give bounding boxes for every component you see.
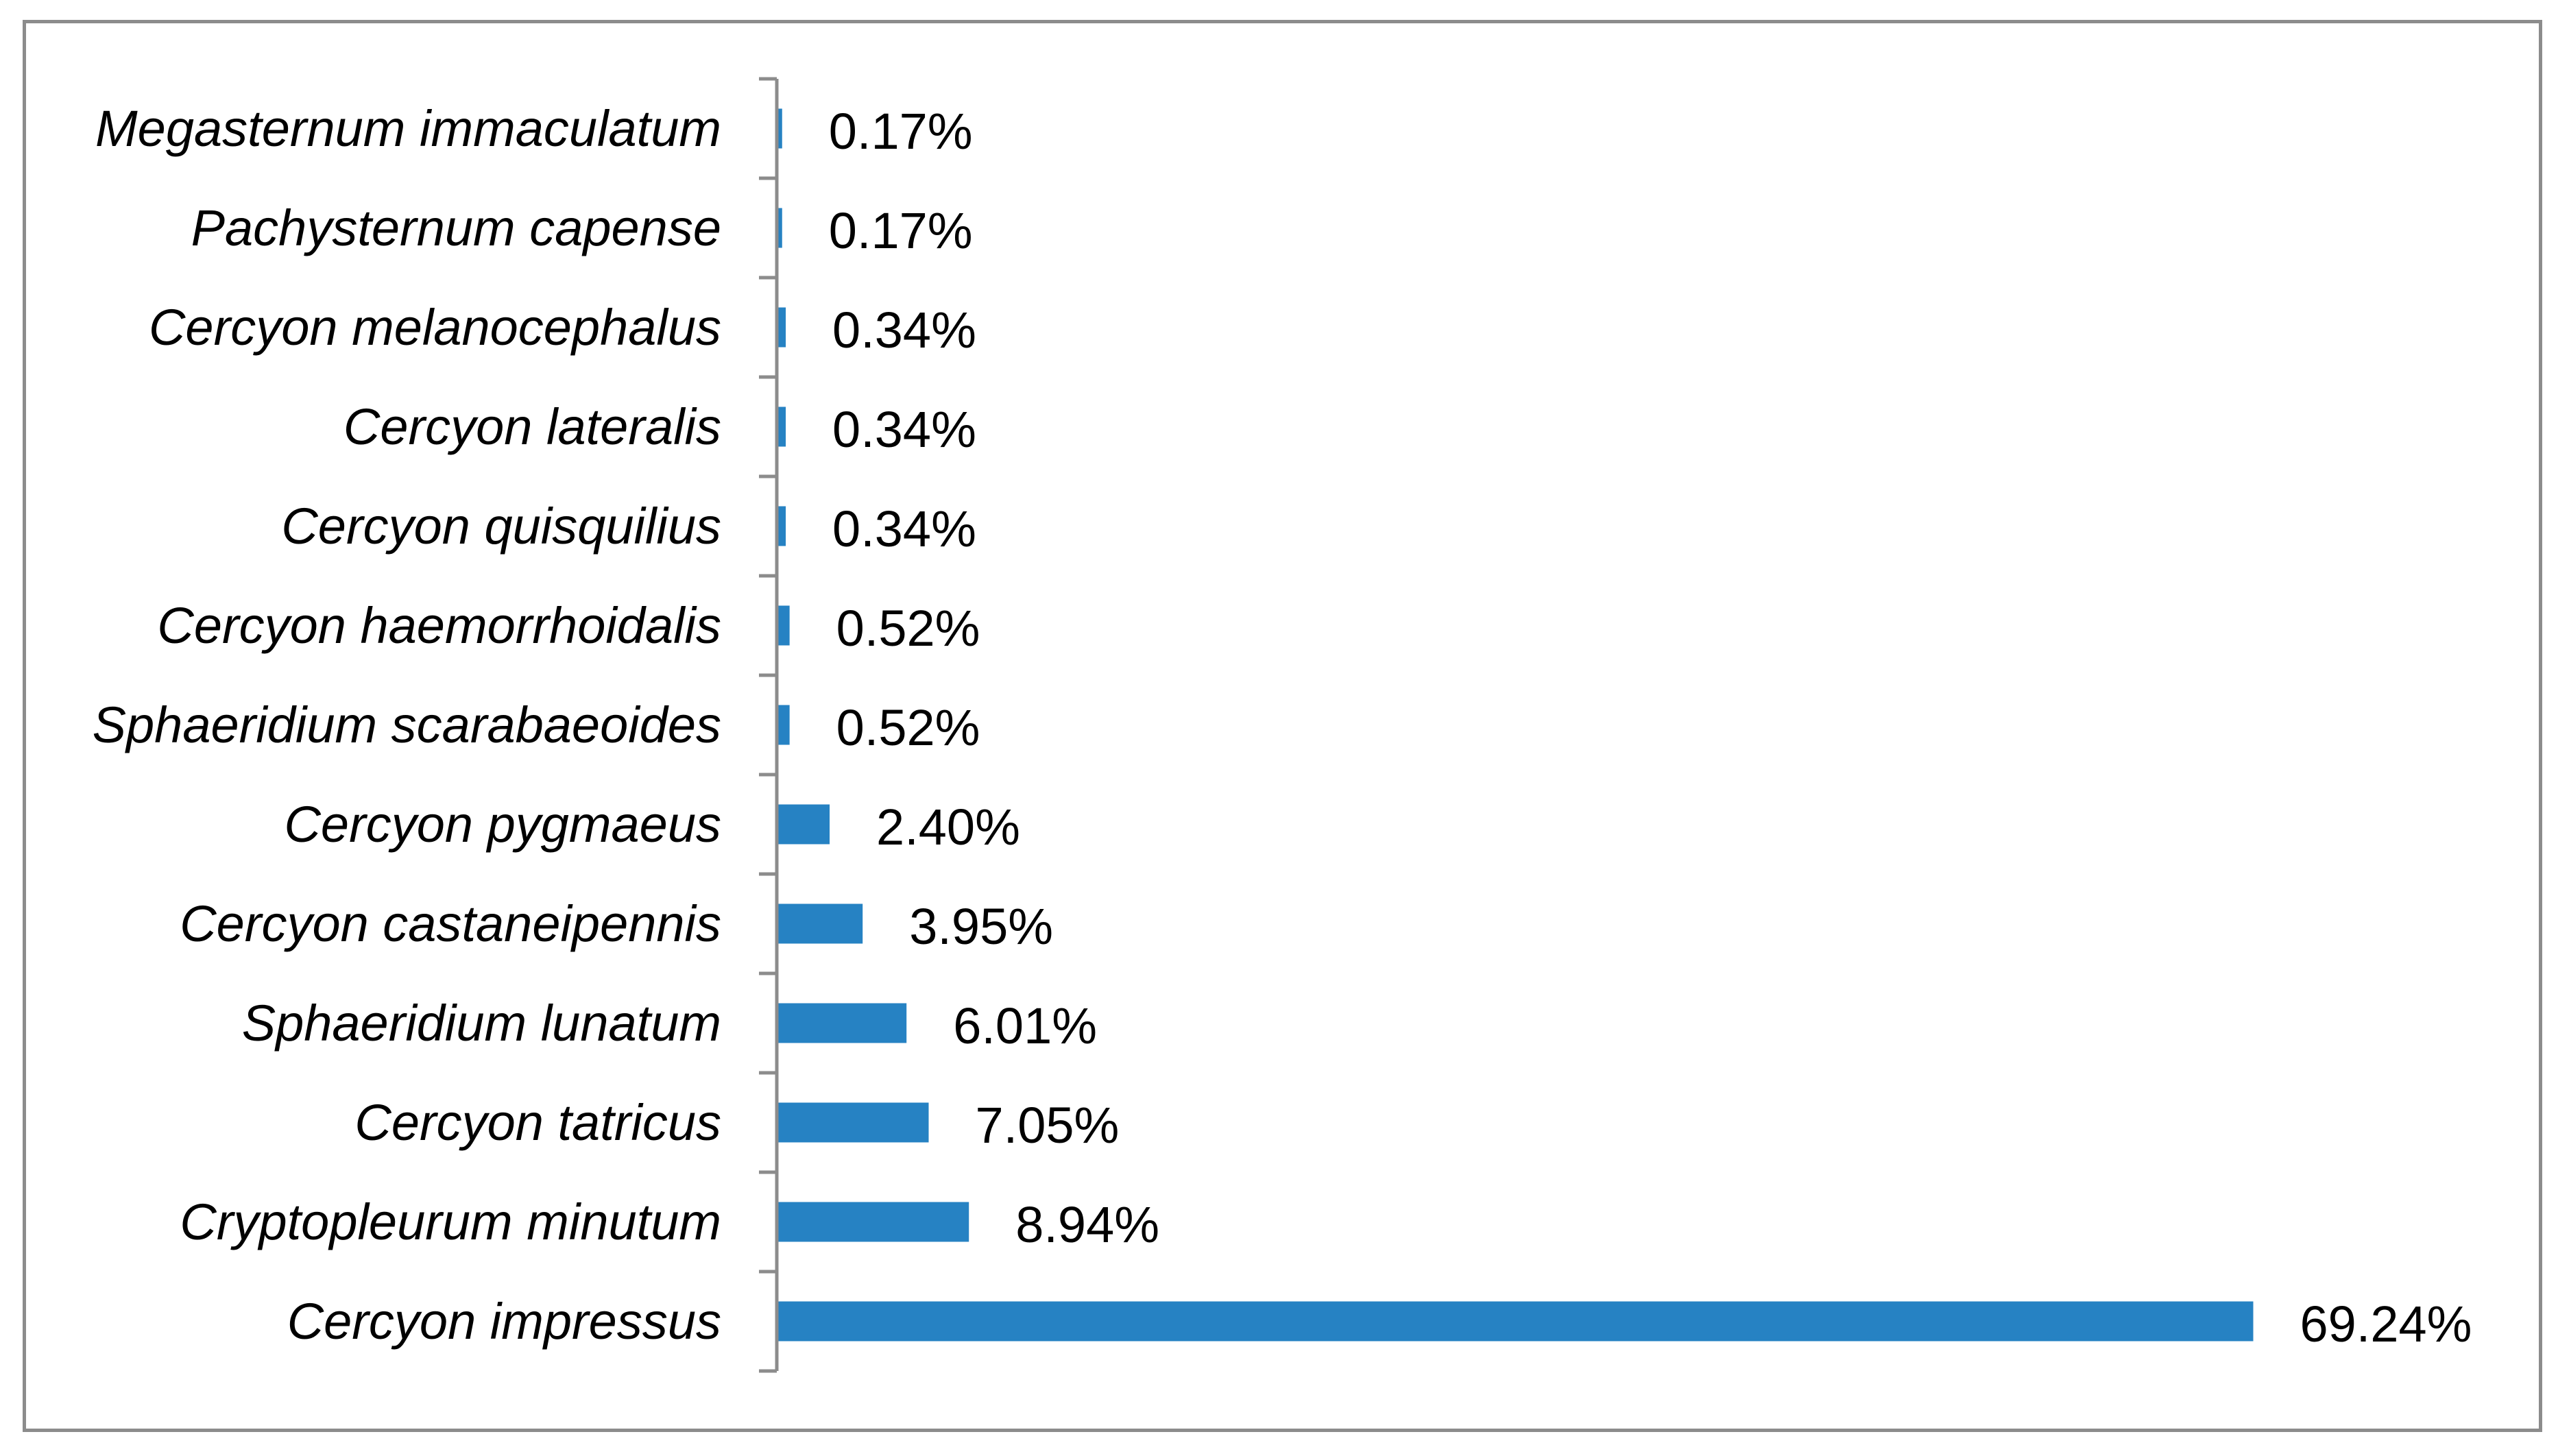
category-label: Sphaeridium scarabaeoides xyxy=(93,696,721,753)
bar xyxy=(778,605,790,646)
bar xyxy=(778,804,830,845)
category-label: Cercyon lateralis xyxy=(343,398,721,455)
bar xyxy=(778,407,786,447)
bar xyxy=(778,307,786,348)
bar xyxy=(778,1102,929,1143)
bar xyxy=(778,1202,969,1242)
data-label: 8.94% xyxy=(1015,1196,1159,1253)
data-label: 0.52% xyxy=(836,600,980,657)
category-label: Cercyon tatricus xyxy=(354,1094,721,1151)
category-label: Pachysternum capense xyxy=(191,199,721,256)
category-label: Cercyon pygmaeus xyxy=(284,796,721,853)
data-label: 0.34% xyxy=(832,302,976,359)
bar xyxy=(778,1301,2254,1342)
bar xyxy=(778,1003,907,1043)
bar xyxy=(778,506,786,546)
data-labels: 0.17% 0.17% 0.34% 0.34% 0.34% 0.52% 0.52% 2.40%… xyxy=(829,103,2472,1352)
data-label: 69.24% xyxy=(2300,1296,2472,1352)
data-label: 0.17% xyxy=(829,103,973,160)
bar xyxy=(778,903,863,944)
data-label: 0.34% xyxy=(832,500,976,557)
category-label: Cercyon impressus xyxy=(287,1293,721,1350)
category-label: Megasternum immaculatum xyxy=(95,100,721,157)
category-label: Sphaeridium lunatum xyxy=(242,995,721,1052)
category-label: Cercyon haemorrhoidalis xyxy=(157,597,721,654)
bar xyxy=(778,705,790,745)
data-label: 0.17% xyxy=(829,202,973,259)
data-label: 3.95% xyxy=(909,898,1053,955)
data-label: 0.34% xyxy=(832,401,976,458)
bar xyxy=(778,208,782,248)
category-label: Cercyon quisquilius xyxy=(281,498,721,555)
data-label: 0.52% xyxy=(836,699,980,756)
data-label: 2.40% xyxy=(876,799,1020,856)
y-axis xyxy=(759,77,779,1373)
category-label: Cercyon melanocephalus xyxy=(149,299,721,356)
data-label: 7.05% xyxy=(976,1097,1120,1154)
category-label: Cercyon castaneipennis xyxy=(180,895,721,952)
chart-frame xyxy=(23,20,2542,1432)
bar xyxy=(778,108,782,149)
category-label: Cryptopleurum minutum xyxy=(180,1193,721,1250)
data-label: 6.01% xyxy=(953,997,1097,1054)
bars xyxy=(778,108,2254,1342)
category-labels: Megasternum immaculatum Pachysternum cape… xyxy=(93,100,721,1350)
